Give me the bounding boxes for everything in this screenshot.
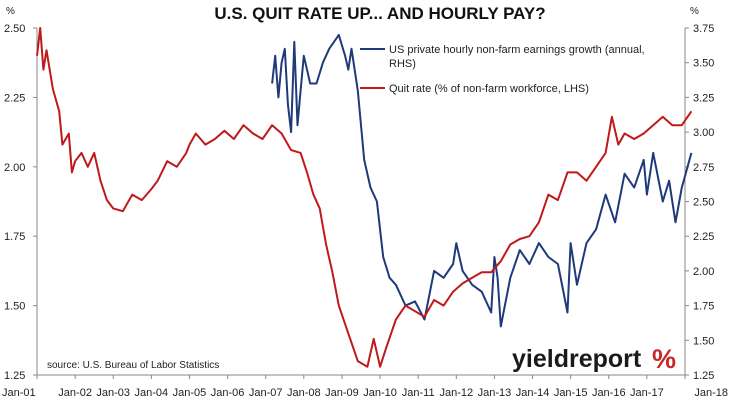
left-tick-label: 2.25 (4, 92, 25, 104)
right-axis-unit: % (690, 6, 699, 17)
right-tick-label: 3.75 (693, 23, 714, 35)
logo-percent: % (652, 344, 676, 374)
x-tick-label: Jan-13 (478, 387, 512, 399)
x-tick-label: Jan-06 (211, 387, 245, 399)
x-tick-label: Jan-03 (96, 387, 130, 399)
legend-label-earnings: US private hourly non-farm earnings grow… (389, 44, 648, 70)
logo-wordmark: yieldreport (512, 345, 642, 373)
right-tick-label: 1.25 (693, 370, 714, 382)
left-axis-ticks: 2.50 2.25 2.00 1.75 1.50 1.25 (4, 23, 37, 382)
x-tick-label: Jan-14 (516, 387, 550, 399)
x-tick-label: Jan-18 (694, 387, 728, 399)
x-tick-label: Jan-07 (249, 387, 283, 399)
x-tick-label: Jan-09 (325, 387, 359, 399)
x-tick-label: Jan-16 (592, 387, 626, 399)
left-axis-unit: % (6, 6, 15, 17)
right-tick-label: 3.50 (693, 58, 714, 70)
legend-label-earnings-line1: US private hourly non-farm earnings grow… (389, 44, 645, 56)
chart-title: U.S. QUIT RATE UP... AND HOURLY PAY? (214, 4, 545, 23)
x-tick-label: Jan-05 (173, 387, 207, 399)
series-layer (36, 27, 693, 368)
x-tick-label: Jan-08 (287, 387, 321, 399)
legend-label-quit-rate: Quit rate (% of non-farm workforce, LHS) (389, 83, 589, 95)
x-tick-label: Jan-10 (363, 387, 397, 399)
right-tick-label: 2.25 (693, 231, 714, 243)
left-tick-label: 1.25 (4, 370, 25, 382)
source-note: source: U.S. Bureau of Labor Statistics (47, 360, 219, 371)
axes (36, 28, 686, 376)
right-tick-label: 3.00 (693, 127, 714, 139)
x-tick-label: Jan-11 (402, 387, 435, 399)
right-tick-label: 3.25 (693, 92, 714, 104)
left-tick-label: 1.50 (4, 301, 25, 313)
yieldreport-logo: yieldreport % (512, 344, 676, 374)
right-tick-label: 1.75 (693, 301, 714, 313)
legend: US private hourly non-farm earnings grow… (360, 44, 648, 95)
right-tick-label: 2.50 (693, 197, 714, 209)
x-tick-label: Jan-17 (630, 387, 664, 399)
right-tick-label: 1.50 (693, 335, 714, 347)
left-tick-label: 1.75 (4, 231, 25, 243)
x-tick-label: Jan-12 (439, 387, 473, 399)
legend-label-earnings-line2: RHS) (389, 58, 416, 70)
right-tick-label: 2.75 (693, 162, 714, 174)
x-tick-label: Jan-04 (135, 387, 169, 399)
x-tick-label: Jan-02 (58, 387, 92, 399)
x-axis-ticks: Jan-01 Jan-02 Jan-03 Jan-04 Jan-05 Jan-06 Jan-… (2, 375, 728, 399)
right-tick-label: 2.00 (693, 266, 714, 278)
earnings-growth-line (271, 33, 693, 328)
left-tick-label: 2.50 (4, 23, 25, 35)
x-tick-label: Jan-15 (554, 387, 588, 399)
quit-rate-line (36, 27, 693, 368)
right-axis-ticks: 3.75 3.50 3.25 3.00 2.75 2.50 2.25 2.00 1.75 1.50… (685, 23, 714, 382)
x-tick-label: Jan-01 (2, 387, 36, 399)
left-tick-label: 2.00 (4, 162, 25, 174)
